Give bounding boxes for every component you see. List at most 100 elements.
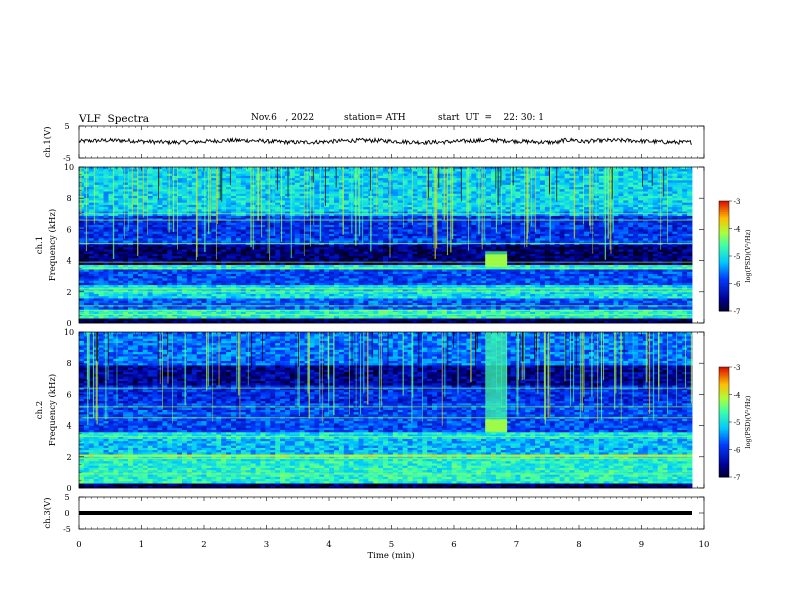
spectrogram-cell	[88, 191, 95, 195]
spectrogram-cell	[471, 187, 477, 190]
spectrogram-cell	[167, 167, 173, 170]
spectrogram-cell	[280, 178, 286, 181]
spectrogram-cell	[216, 180, 222, 183]
spectrogram-cell	[471, 178, 477, 181]
spectrogram-cell	[226, 182, 232, 186]
spectrogram-cell	[284, 167, 291, 170]
spectrogram-cell	[245, 189, 252, 192]
spectrogram-cell	[446, 171, 453, 175]
spectrogram-cell	[181, 175, 188, 179]
spectrogram-cell	[564, 182, 570, 186]
spectrogram-cell	[113, 173, 119, 177]
spectrogram-cell	[363, 178, 369, 181]
spectrogram-cell	[260, 178, 266, 181]
spectrogram-cell	[172, 191, 178, 195]
spectrogram-cell	[682, 175, 688, 179]
spectrogram-cell	[231, 171, 237, 175]
spectrogram-cell	[451, 175, 457, 179]
spectrogram-cell	[618, 180, 624, 183]
spectrogram-cell	[417, 167, 423, 170]
spectrogram-cell	[334, 169, 340, 172]
spectrogram-cell	[284, 187, 291, 190]
spectrogram-cell	[662, 173, 668, 177]
spectrogram-cell	[123, 187, 129, 190]
spectrogram-cell	[530, 175, 536, 179]
spectrogram-cell	[162, 182, 168, 186]
spectrogram-cell	[539, 189, 546, 192]
spectrogram-cell	[132, 193, 139, 197]
spectrogram-cell	[642, 167, 649, 170]
spectrogram-cell	[378, 173, 384, 177]
spectrogram-cell	[128, 169, 134, 172]
spectrogram-cell	[486, 189, 492, 192]
spectrogram-cell	[88, 175, 95, 179]
spectrogram-cell	[446, 175, 453, 179]
spectrogram-cell	[186, 180, 193, 183]
spectrogram-cell	[260, 167, 266, 170]
spectrogram-cell	[510, 184, 516, 188]
spectrogram-cell	[574, 169, 580, 172]
spectrogram-cell	[662, 189, 668, 192]
spectrogram-cell	[334, 187, 340, 190]
spectrogram-cell	[520, 171, 526, 175]
spectrogram-cell	[618, 182, 624, 186]
spectrogram-cell	[137, 167, 144, 170]
spectrogram-cell	[118, 175, 124, 179]
spectrogram-cell	[216, 191, 222, 195]
spectrogram-cell	[162, 169, 168, 172]
spectrogram-cell	[623, 167, 629, 170]
spectrogram-cell	[88, 182, 95, 186]
spectrogram-cell	[118, 189, 124, 192]
spectrogram-cell	[289, 189, 296, 192]
spectrogram-cell	[515, 187, 521, 190]
spectrogram-cell	[559, 180, 565, 183]
spectrogram-cell	[647, 182, 654, 186]
spectrogram-cell	[667, 187, 673, 190]
spectrogram-cell	[500, 184, 507, 188]
spectrogram-cell	[520, 184, 526, 188]
spectrogram-cell	[118, 191, 124, 195]
spectrogram-cell	[417, 180, 423, 183]
spectrogram-cell	[280, 191, 286, 195]
spectrogram-cell	[436, 175, 443, 179]
spectrogram-cell	[549, 169, 556, 172]
spectrogram-cell	[216, 175, 222, 179]
spectrogram-cell	[289, 169, 296, 172]
spectrogram-cell	[510, 187, 516, 190]
spectrogram-cell	[211, 182, 217, 186]
spectrogram-cell	[383, 187, 389, 190]
spectrogram-cell	[677, 184, 683, 188]
spectrogram-cell	[128, 175, 134, 179]
spectrogram-cell	[535, 184, 541, 188]
spectrogram-cell	[456, 182, 462, 186]
spectrogram-cell	[162, 191, 168, 195]
spectrogram-cell	[363, 171, 369, 175]
spectrogram-cell	[407, 173, 413, 177]
spectrogram-cell	[642, 178, 649, 181]
spectrogram-cell	[603, 175, 610, 179]
spectrogram-cell	[113, 187, 119, 190]
spectrogram-cell	[539, 169, 546, 172]
spectrogram-cell	[657, 184, 663, 188]
spectrogram-cell	[172, 187, 178, 190]
spectrogram-cell	[584, 187, 590, 190]
spectrogram-cell	[378, 175, 384, 179]
spectrogram-cell	[436, 173, 443, 177]
spectrogram-cell	[88, 169, 95, 172]
spectrogram-cell	[544, 189, 551, 192]
spectrogram-cell	[672, 169, 678, 172]
spectrogram-cell	[260, 184, 266, 188]
spectrogram-cell	[118, 193, 124, 197]
spectrogram-cell	[98, 182, 104, 186]
spectrogram-cell	[417, 175, 423, 179]
spectrogram-cell	[343, 171, 350, 175]
spectrogram-cell	[172, 173, 178, 177]
spectrogram-cell	[343, 167, 350, 170]
spectrogram-cell	[451, 180, 457, 183]
spectrogram-cell	[647, 189, 654, 192]
spectrogram-cell	[226, 193, 232, 197]
spectrogram-cell	[196, 184, 202, 188]
spectrogram-cell	[471, 173, 477, 177]
spectrogram-cell	[677, 178, 683, 181]
spectrogram-cell	[387, 167, 394, 170]
